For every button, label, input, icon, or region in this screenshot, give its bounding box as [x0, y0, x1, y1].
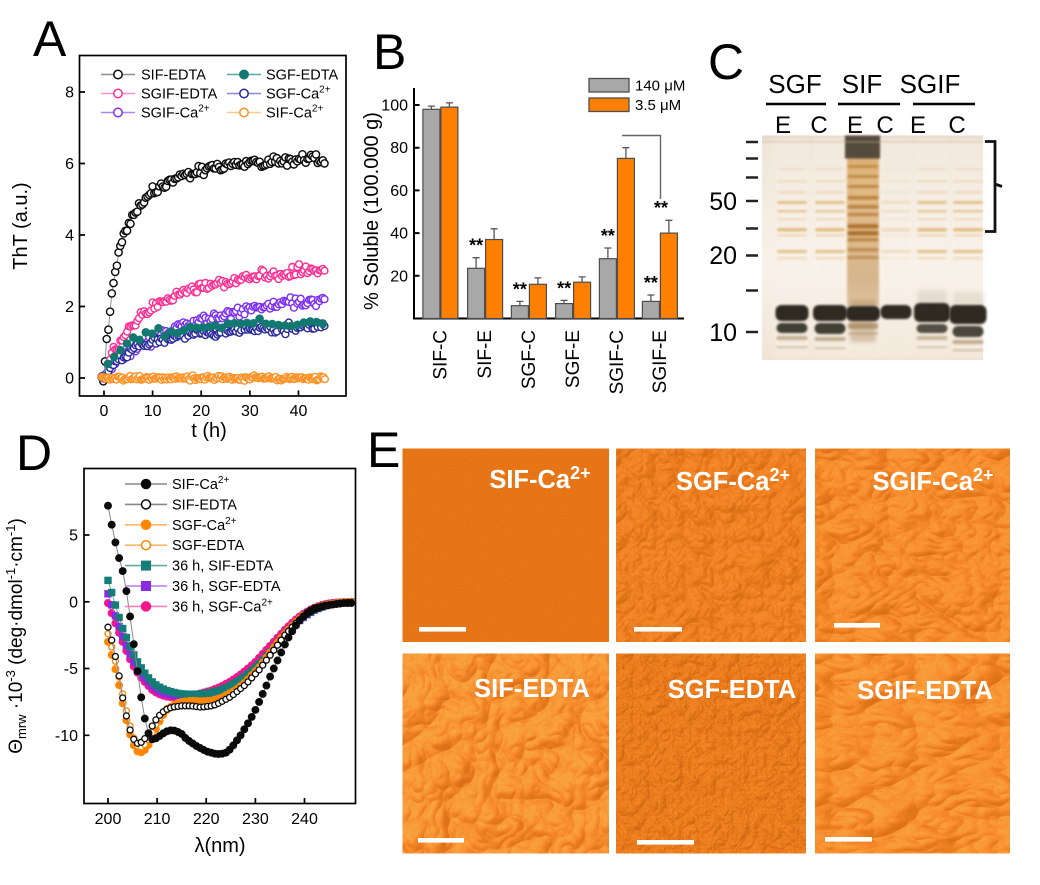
svg-text:C: C [876, 112, 893, 139]
svg-text:20: 20 [390, 268, 408, 285]
svg-text:30: 30 [241, 403, 259, 420]
svg-text:36 h, SIF-EDTA: 36 h, SIF-EDTA [172, 559, 274, 575]
svg-text:SIF-EDTA: SIF-EDTA [141, 68, 206, 84]
svg-text:% Soluble (100.000 g): % Soluble (100.000 g) [361, 112, 383, 310]
svg-text:40: 40 [290, 403, 308, 420]
svg-text:ThT (a.u.): ThT (a.u.) [10, 182, 32, 269]
svg-text:SIF: SIF [842, 69, 882, 99]
svg-text:SGF-EDTA: SGF-EDTA [266, 68, 339, 84]
svg-text:**: ** [469, 236, 483, 256]
svg-text:220: 220 [193, 811, 220, 828]
svg-text:SGF-Ca2+: SGF-Ca2+ [172, 516, 237, 534]
svg-text:SGF-EDTA: SGF-EDTA [668, 676, 796, 704]
svg-text:10: 10 [144, 403, 162, 420]
svg-text:SIF-Ca2+: SIF-Ca2+ [266, 104, 323, 122]
svg-text:-5: -5 [64, 661, 78, 678]
svg-text:5: 5 [69, 528, 78, 545]
svg-text:SGIF: SGIF [900, 69, 961, 99]
svg-text:50: 50 [709, 188, 737, 216]
svg-text:SGF-Ca2+: SGF-Ca2+ [266, 85, 331, 103]
svg-text:A: A [33, 11, 67, 67]
svg-text:SIF-C: SIF-C [430, 330, 451, 380]
svg-text:**: ** [654, 198, 668, 218]
svg-text:E: E [847, 112, 863, 139]
svg-text:C: C [810, 112, 827, 139]
svg-text:6: 6 [65, 156, 74, 173]
svg-text:8: 8 [65, 85, 74, 102]
svg-text:10: 10 [709, 319, 737, 347]
svg-text:E: E [775, 112, 791, 139]
svg-text:**: ** [644, 273, 658, 293]
svg-text:B: B [373, 24, 406, 80]
svg-text:SIF-EDTA: SIF-EDTA [474, 675, 590, 703]
svg-text:20: 20 [192, 403, 210, 420]
svg-text:E: E [367, 422, 400, 478]
svg-text:t (h): t (h) [191, 420, 227, 442]
svg-text:SIF-Ca2+: SIF-Ca2+ [172, 475, 229, 493]
svg-text:20: 20 [709, 242, 737, 270]
svg-text:Θmrw ·10-3 (deg·dmol-1·cm-1): Θmrw ·10-3 (deg·dmol-1·cm-1) [3, 518, 29, 754]
svg-text:60: 60 [390, 183, 408, 200]
svg-text:0: 0 [65, 371, 74, 388]
svg-text:SGIF-EDTA: SGIF-EDTA [141, 87, 218, 103]
svg-text:100: 100 [381, 98, 408, 115]
svg-text:230: 230 [242, 811, 269, 828]
svg-text:40: 40 [390, 226, 408, 243]
svg-text:SGIF-Ca2+: SGIF-Ca2+ [141, 104, 210, 122]
svg-text:SGIF-EDTA: SGIF-EDTA [857, 677, 993, 705]
svg-text:240: 240 [291, 811, 318, 828]
svg-text:E: E [910, 112, 926, 139]
svg-text:λ(nm): λ(nm) [194, 835, 245, 857]
svg-text:36 h, SGF-EDTA: 36 h, SGF-EDTA [172, 579, 281, 595]
svg-text:D: D [16, 425, 52, 481]
svg-text:SIF-EDTA: SIF-EDTA [172, 497, 237, 513]
svg-text:80: 80 [390, 140, 408, 157]
svg-text:200: 200 [95, 811, 122, 828]
svg-text:36 h, SGF-Ca2+: 36 h, SGF-Ca2+ [172, 597, 273, 615]
svg-text:SGF: SGF [768, 69, 821, 99]
svg-text:-10: -10 [55, 728, 78, 745]
svg-text:SGIF-C: SGIF-C [607, 330, 628, 394]
svg-text:210: 210 [144, 811, 171, 828]
svg-text:**: ** [513, 279, 527, 299]
svg-text:0: 0 [69, 594, 78, 611]
svg-text:C: C [708, 34, 744, 90]
svg-text:SGF-E: SGF-E [563, 330, 584, 388]
svg-text:SIF-E: SIF-E [475, 330, 496, 379]
svg-text:140 μM: 140 μM [635, 78, 685, 95]
svg-text:SGF-C: SGF-C [519, 330, 540, 389]
svg-text:C: C [948, 112, 965, 139]
svg-text:3.5 μM: 3.5 μM [635, 97, 681, 114]
svg-text:2: 2 [65, 299, 74, 316]
svg-text:0: 0 [100, 403, 109, 420]
svg-text:**: ** [557, 278, 571, 298]
svg-text:**: ** [601, 226, 615, 246]
svg-text:SGIF-E: SGIF-E [650, 330, 671, 393]
svg-text:4: 4 [65, 228, 74, 245]
svg-text:SGF-EDTA: SGF-EDTA [172, 538, 245, 554]
